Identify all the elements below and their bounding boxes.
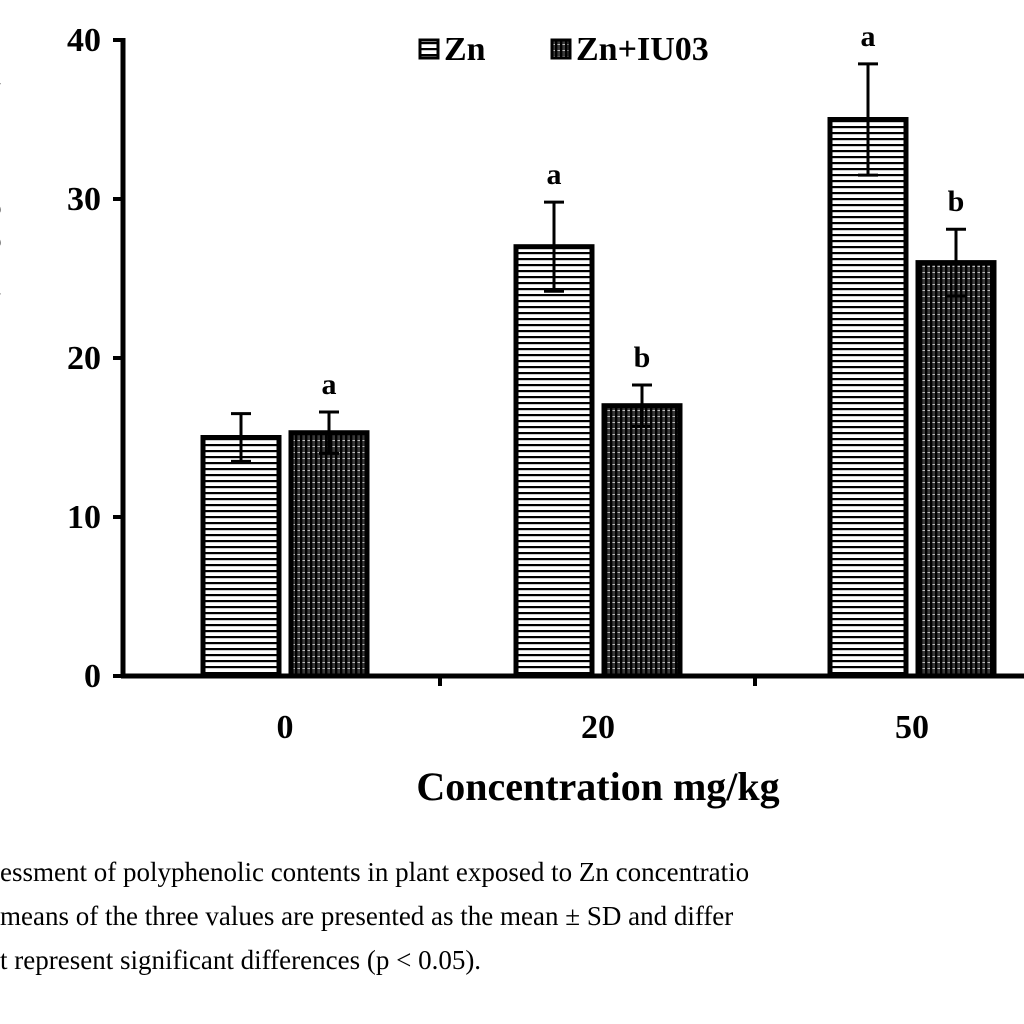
caption-line: means of the three values are presented … bbox=[0, 901, 734, 931]
y-axis-label: ( g g) bbox=[0, 83, 1, 295]
caption-line: essment of polyphenolic contents in plan… bbox=[0, 857, 750, 887]
significance-label: b bbox=[948, 185, 965, 218]
figure-caption: essment of polyphenolic contents in plan… bbox=[0, 850, 1024, 982]
caption-line: t represent significant differences (p <… bbox=[0, 945, 482, 975]
x-tick-label: 0 bbox=[277, 709, 294, 746]
x-axis-label: Concentration mg/kg bbox=[416, 764, 779, 809]
y-tick-label: 30 bbox=[67, 181, 101, 218]
significance-label: a bbox=[322, 368, 337, 401]
y-tick-label: 0 bbox=[84, 658, 101, 695]
legend-swatch bbox=[550, 38, 572, 60]
legend-label: Zn bbox=[444, 31, 486, 68]
y-tick-label: 10 bbox=[67, 499, 101, 536]
significance-label: a bbox=[861, 20, 876, 53]
y-tick-label: 40 bbox=[67, 22, 101, 59]
bar-zn-iu03-20 bbox=[601, 403, 683, 679]
x-tick-label: 50 bbox=[895, 709, 929, 746]
y-axis-label-fragment: ( bbox=[0, 83, 1, 90]
y-tick-label: 20 bbox=[67, 340, 101, 377]
x-tick-label: 20 bbox=[581, 709, 615, 746]
bar-zn-iu03-0 bbox=[288, 430, 370, 679]
bar-zn-50 bbox=[827, 117, 909, 679]
chart: ( g g) 0 10 20 30 40 0 20 50 a a a b b Zn Zn+IU03 Conce… bbox=[0, 20, 1024, 809]
legend-label: Zn+IU03 bbox=[576, 31, 709, 68]
legend: Zn Zn+IU03 bbox=[418, 31, 709, 68]
significance-label: b bbox=[634, 341, 651, 374]
bar-zn-0 bbox=[200, 435, 282, 679]
y-axis-label-fragment: ) bbox=[0, 288, 1, 295]
bar-zn-iu03-50 bbox=[915, 260, 997, 679]
y-axis-label-fragment: g bbox=[0, 204, 1, 215]
y-axis-label-fragment: g bbox=[0, 237, 1, 248]
plot-area: 0 10 20 30 40 0 20 50 a a a b b bbox=[67, 20, 1024, 746]
bar-zn-20 bbox=[513, 244, 595, 679]
legend-swatch bbox=[418, 38, 440, 60]
significance-label: a bbox=[547, 158, 562, 191]
